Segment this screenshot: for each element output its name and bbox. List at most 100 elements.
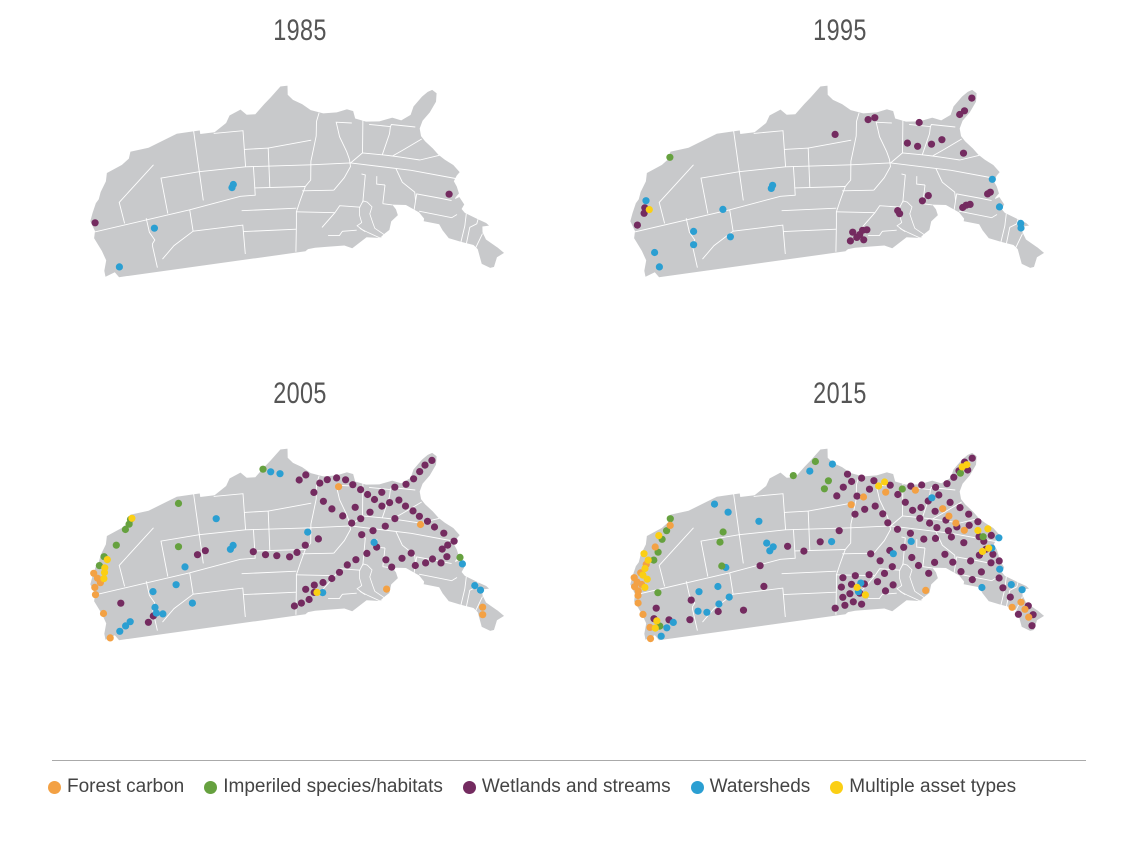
project-point-multiple bbox=[103, 556, 111, 564]
project-point-wetlands bbox=[881, 587, 890, 595]
state-border bbox=[808, 502, 852, 512]
us-map bbox=[89, 447, 506, 642]
us-map bbox=[89, 84, 506, 279]
project-point-wetlands bbox=[944, 527, 952, 535]
project-point-wetlands bbox=[846, 237, 854, 245]
project-point-wetlands bbox=[873, 578, 882, 586]
project-point-wetlands bbox=[428, 456, 436, 464]
project-point-wetlands bbox=[894, 490, 902, 499]
project-point-forest bbox=[952, 519, 960, 527]
project-point-wetlands bbox=[938, 136, 946, 144]
project-point-watersheds bbox=[476, 586, 485, 594]
project-point-imperiled bbox=[121, 525, 129, 534]
project-point-wetlands bbox=[1014, 610, 1022, 618]
project-point-forest bbox=[1017, 598, 1025, 606]
project-point-wetlands bbox=[886, 481, 894, 489]
project-point-wetlands bbox=[286, 553, 294, 561]
project-point-watersheds bbox=[116, 627, 124, 635]
project-point-watersheds bbox=[1018, 586, 1026, 594]
state-border bbox=[465, 218, 479, 244]
state-border bbox=[733, 587, 786, 618]
project-point-wetlands bbox=[865, 485, 874, 493]
year-label: 2015 bbox=[813, 377, 867, 410]
project-point-wetlands bbox=[450, 537, 458, 545]
project-point-wetlands bbox=[861, 505, 869, 513]
project-point-forest bbox=[634, 599, 642, 607]
project-point-wetlands bbox=[295, 476, 303, 484]
project-point-watersheds bbox=[150, 224, 158, 232]
state-border bbox=[901, 173, 906, 203]
project-point-watersheds bbox=[695, 588, 703, 596]
project-point-wetlands bbox=[357, 515, 365, 523]
state-border bbox=[118, 164, 154, 224]
project-point-multiple bbox=[313, 588, 321, 596]
legend-item-imperiled-species: Imperiled species/habitats bbox=[204, 776, 443, 798]
project-point-wetlands bbox=[995, 557, 1003, 565]
project-point-wetlands bbox=[909, 506, 917, 514]
year-label: 1985 bbox=[273, 14, 327, 47]
project-point-wetlands bbox=[714, 607, 722, 616]
project-point-wetlands bbox=[310, 488, 318, 496]
state-border bbox=[475, 233, 483, 249]
watersheds-swatch-icon bbox=[690, 780, 704, 794]
project-point-multiple bbox=[853, 583, 861, 591]
state-border bbox=[328, 229, 357, 237]
state-border bbox=[268, 139, 312, 149]
project-point-multiple bbox=[639, 571, 647, 579]
project-point-wetlands bbox=[839, 483, 847, 491]
project-point-watersheds bbox=[471, 582, 479, 590]
project-point-imperiled bbox=[820, 485, 828, 493]
project-point-wetlands bbox=[860, 236, 868, 244]
project-point-wetlands bbox=[918, 197, 926, 205]
project-point-wetlands bbox=[968, 94, 976, 102]
project-point-wetlands bbox=[907, 482, 915, 490]
legend-label: Wetlands and streams bbox=[481, 776, 671, 797]
state-border bbox=[413, 193, 452, 211]
map-panel-1995: 1995 bbox=[600, 14, 1080, 344]
state-border bbox=[781, 207, 837, 212]
state-border bbox=[1005, 218, 1019, 244]
project-point-wetlands bbox=[863, 226, 871, 234]
project-point-wetlands bbox=[879, 510, 887, 518]
project-point-watersheds bbox=[889, 550, 897, 558]
project-point-imperiled bbox=[956, 469, 964, 477]
state-border bbox=[162, 572, 194, 623]
project-point-watersheds bbox=[978, 583, 986, 592]
project-point-forest bbox=[93, 574, 102, 582]
project-point-wetlands bbox=[1006, 593, 1014, 601]
state-border bbox=[922, 547, 926, 567]
project-point-wetlands bbox=[386, 499, 394, 507]
wetlands-swatch-icon bbox=[462, 780, 476, 794]
state-border bbox=[959, 154, 980, 161]
project-point-wetlands bbox=[652, 604, 660, 612]
project-point-multiple bbox=[641, 583, 649, 591]
state-border bbox=[861, 575, 876, 591]
project-point-wetlands bbox=[926, 519, 934, 527]
project-point-multiple bbox=[861, 591, 869, 599]
project-point-wetlands bbox=[314, 535, 322, 543]
state-border bbox=[475, 596, 483, 612]
project-point-forest bbox=[922, 586, 930, 594]
state-border bbox=[808, 139, 852, 149]
state-border bbox=[792, 529, 796, 551]
project-point-watersheds bbox=[370, 538, 378, 546]
project-point-wetlands bbox=[984, 190, 992, 198]
project-point-wetlands bbox=[249, 548, 257, 556]
project-point-forest bbox=[99, 609, 108, 618]
project-point-multiple bbox=[984, 525, 992, 533]
project-point-wetlands bbox=[989, 550, 997, 558]
project-point-wetlands bbox=[800, 547, 808, 555]
project-point-wetlands bbox=[901, 498, 909, 506]
project-point-wetlands bbox=[851, 510, 859, 518]
project-point-wetlands bbox=[445, 190, 453, 198]
project-point-multiple bbox=[641, 564, 649, 573]
project-point-watersheds bbox=[806, 467, 814, 475]
us-land-shape bbox=[629, 84, 1046, 279]
state-border bbox=[753, 493, 787, 530]
project-point-wetlands bbox=[305, 595, 313, 604]
project-point-wetlands bbox=[369, 527, 377, 535]
state-border bbox=[658, 164, 694, 224]
legend-item-multiple-asset-types: Multiple asset types bbox=[830, 776, 1016, 798]
project-point-wetlands bbox=[835, 527, 843, 535]
project-point-wetlands bbox=[846, 590, 854, 598]
